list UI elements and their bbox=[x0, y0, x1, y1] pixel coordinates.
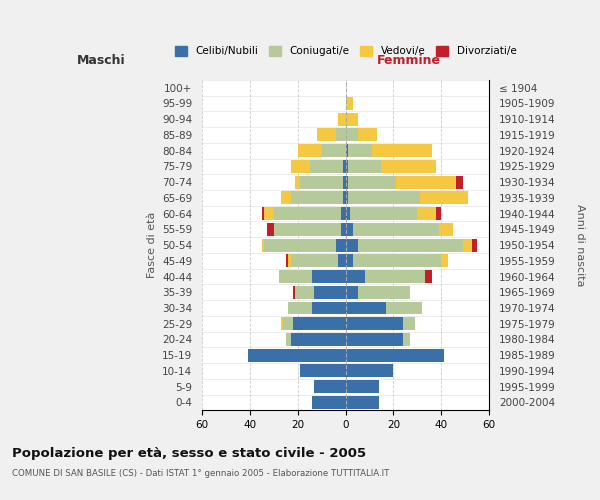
Bar bbox=[420, 192, 467, 204]
Bar bbox=[338, 254, 346, 267]
Bar bbox=[346, 144, 348, 157]
Bar bbox=[358, 286, 410, 298]
Bar bbox=[298, 144, 322, 157]
Bar bbox=[346, 128, 358, 141]
Bar bbox=[348, 176, 396, 188]
Bar bbox=[314, 286, 346, 298]
Bar bbox=[346, 286, 358, 298]
Bar bbox=[346, 176, 348, 188]
Bar bbox=[346, 333, 403, 346]
Bar bbox=[286, 254, 288, 267]
Bar bbox=[348, 192, 420, 204]
Bar bbox=[436, 207, 441, 220]
Bar bbox=[343, 192, 346, 204]
Bar bbox=[441, 254, 448, 267]
Bar bbox=[418, 207, 436, 220]
Bar bbox=[262, 238, 264, 252]
Bar bbox=[365, 270, 425, 283]
Bar bbox=[300, 364, 346, 378]
Bar bbox=[346, 223, 353, 236]
Bar bbox=[439, 223, 453, 236]
Bar bbox=[346, 364, 394, 378]
Y-axis label: Fasce di età: Fasce di età bbox=[146, 212, 157, 278]
Bar bbox=[346, 160, 348, 173]
Bar bbox=[283, 318, 293, 330]
Bar bbox=[346, 207, 350, 220]
Bar bbox=[382, 160, 436, 173]
Bar bbox=[350, 207, 418, 220]
Bar bbox=[346, 97, 353, 110]
Bar bbox=[314, 380, 346, 393]
Bar bbox=[346, 192, 348, 204]
Bar bbox=[346, 238, 358, 252]
Text: Maschi: Maschi bbox=[77, 54, 126, 66]
Bar bbox=[312, 396, 346, 409]
Bar bbox=[312, 302, 346, 314]
Bar bbox=[336, 238, 346, 252]
Legend: Celibi/Nubili, Coniugati/e, Vedovi/e, Divorziati/e: Celibi/Nubili, Coniugati/e, Vedovi/e, Di… bbox=[170, 42, 521, 60]
Bar bbox=[353, 223, 439, 236]
Bar bbox=[346, 349, 443, 362]
Bar bbox=[346, 302, 386, 314]
Bar bbox=[266, 223, 274, 236]
Bar bbox=[274, 207, 341, 220]
Bar bbox=[312, 270, 346, 283]
Bar bbox=[262, 207, 264, 220]
Bar bbox=[274, 223, 341, 236]
Bar bbox=[403, 318, 415, 330]
Bar bbox=[310, 160, 343, 173]
Bar bbox=[358, 128, 377, 141]
Bar bbox=[403, 333, 410, 346]
Bar bbox=[317, 128, 336, 141]
Bar bbox=[290, 160, 310, 173]
Bar bbox=[358, 238, 463, 252]
Bar bbox=[290, 254, 338, 267]
Bar bbox=[290, 333, 346, 346]
Bar bbox=[343, 176, 346, 188]
Bar bbox=[348, 144, 372, 157]
Bar bbox=[346, 254, 353, 267]
Bar bbox=[353, 254, 441, 267]
Bar bbox=[343, 160, 346, 173]
Bar bbox=[322, 144, 346, 157]
Text: COMUNE DI SAN BASILE (CS) - Dati ISTAT 1° gennaio 2005 - Elaborazione TUTTITALIA: COMUNE DI SAN BASILE (CS) - Dati ISTAT 1… bbox=[12, 469, 389, 478]
Text: Popolazione per età, sesso e stato civile - 2005: Popolazione per età, sesso e stato civil… bbox=[12, 448, 366, 460]
Bar bbox=[341, 207, 346, 220]
Bar bbox=[264, 238, 336, 252]
Bar bbox=[455, 176, 463, 188]
Bar bbox=[348, 160, 382, 173]
Bar bbox=[264, 207, 274, 220]
Bar bbox=[386, 302, 422, 314]
Bar bbox=[463, 238, 472, 252]
Bar bbox=[300, 176, 343, 188]
Bar bbox=[248, 349, 346, 362]
Bar bbox=[346, 318, 403, 330]
Bar bbox=[425, 270, 431, 283]
Bar bbox=[346, 270, 365, 283]
Bar bbox=[288, 302, 312, 314]
Bar bbox=[290, 192, 343, 204]
Bar bbox=[396, 176, 455, 188]
Bar bbox=[293, 318, 346, 330]
Text: Femmine: Femmine bbox=[377, 54, 441, 66]
Bar bbox=[295, 176, 300, 188]
Bar bbox=[293, 286, 295, 298]
Bar bbox=[341, 223, 346, 236]
Bar bbox=[472, 238, 477, 252]
Bar bbox=[346, 396, 379, 409]
Bar bbox=[346, 112, 358, 126]
Bar bbox=[346, 380, 379, 393]
Bar bbox=[288, 254, 290, 267]
Bar bbox=[338, 112, 346, 126]
Y-axis label: Anni di nascita: Anni di nascita bbox=[575, 204, 585, 286]
Bar bbox=[295, 286, 314, 298]
Bar bbox=[281, 318, 283, 330]
Bar bbox=[372, 144, 431, 157]
Bar bbox=[286, 333, 290, 346]
Bar bbox=[278, 270, 312, 283]
Bar bbox=[281, 192, 290, 204]
Bar bbox=[336, 128, 346, 141]
